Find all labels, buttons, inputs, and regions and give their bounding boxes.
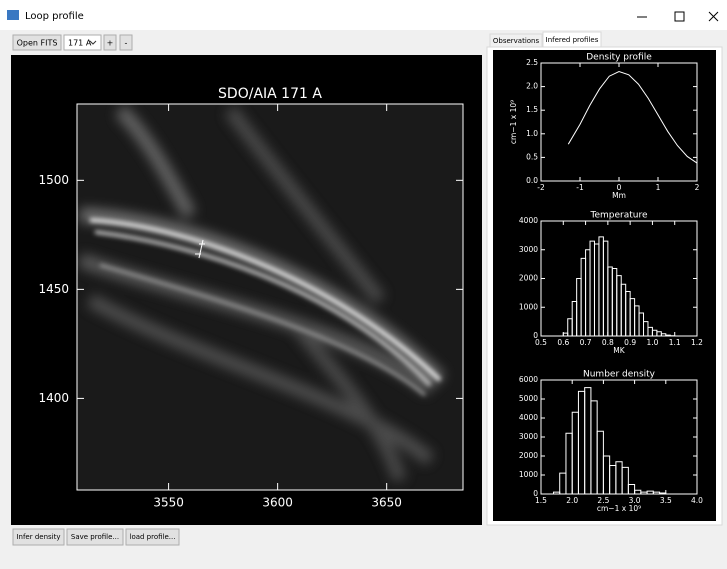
y-tick-label: 0.5: [526, 152, 538, 161]
window: Loop profile Open FITS 171 A + -: [0, 0, 727, 569]
solar-image: [77, 104, 463, 490]
x-tick-label: 3.5: [660, 496, 672, 505]
x-axis-label: cm−1 x 10⁹: [597, 504, 641, 513]
tabs: Observations Infered profiles: [490, 32, 601, 47]
title-bar: [0, 0, 727, 30]
y-tick-label: 0: [533, 331, 538, 340]
y-tick-label: 1000: [519, 470, 538, 479]
y-tick-label: 0.0: [526, 176, 538, 185]
chart-title: Number density: [583, 370, 656, 380]
app-icon: [7, 10, 19, 20]
y-tick-label: 6000: [519, 375, 538, 384]
y-tick-label: 1500: [38, 173, 69, 187]
y-tick-label: 2.0: [526, 82, 538, 91]
y-tick-label: 3000: [519, 245, 538, 254]
x-tick-label: 1.1: [669, 338, 681, 347]
y-axis-label: cm−1 x 10⁹: [509, 100, 518, 144]
x-axis-label: Mm: [612, 191, 626, 200]
x-tick-label: 0.6: [557, 338, 569, 347]
button-label: Save profile...: [71, 533, 119, 541]
chart-title: SDO/AIA 171 A: [218, 86, 322, 102]
y-tick-label: 3000: [519, 432, 538, 441]
y-tick-label: 0: [533, 489, 538, 498]
x-axis-label: MK: [613, 346, 625, 355]
button-label: Infer density: [16, 533, 60, 541]
plus-label: +: [107, 39, 114, 48]
x-tick-label: 3600: [262, 496, 293, 510]
x-tick-label: 1.2: [691, 338, 703, 347]
button-label: load profile...: [130, 533, 176, 541]
x-tick-label: -1: [576, 183, 584, 192]
x-tick-label: 1: [656, 183, 661, 192]
tab-label: Infered profiles: [546, 36, 599, 44]
open-fits-label: Open FITS: [17, 39, 58, 48]
x-tick-label: 0.8: [602, 338, 614, 347]
x-tick-label: 0.9: [624, 338, 636, 347]
channel-label: 171 A: [68, 39, 92, 48]
x-tick-label: 4.0: [691, 496, 703, 505]
x-tick-label: 0.7: [580, 338, 592, 347]
y-tick-label: 2.5: [526, 58, 538, 67]
x-tick-label: 2.0: [566, 496, 578, 505]
y-tick-label: 1400: [38, 391, 69, 405]
y-tick-label: 1.5: [526, 105, 538, 114]
x-tick-label: 2: [695, 183, 700, 192]
tab-label: Observations: [493, 37, 540, 45]
y-tick-label: 4000: [519, 413, 538, 422]
y-tick-label: 1.0: [526, 129, 538, 138]
y-tick-label: 2000: [519, 451, 538, 460]
window-title: Loop profile: [25, 11, 84, 22]
minus-label: -: [125, 39, 128, 48]
y-tick-label: 2000: [519, 274, 538, 283]
chart-title: Density profile: [586, 53, 652, 63]
x-tick-label: 3550: [153, 496, 184, 510]
y-tick-label: 4000: [519, 216, 538, 225]
page: Loop profile Open FITS 171 A + -: [0, 0, 727, 569]
y-tick-label: 5000: [519, 394, 538, 403]
chart-title: Temperature: [589, 211, 647, 221]
bottom-buttons: Infer density Save profile... load profi…: [13, 529, 179, 545]
y-tick-label: 1000: [519, 302, 538, 311]
x-tick-label: 3650: [371, 496, 402, 510]
toolbar: Open FITS 171 A + -: [13, 35, 132, 50]
y-tick-label: 1450: [38, 282, 69, 296]
x-tick-label: -2: [537, 183, 545, 192]
x-tick-label: 1.0: [646, 338, 658, 347]
